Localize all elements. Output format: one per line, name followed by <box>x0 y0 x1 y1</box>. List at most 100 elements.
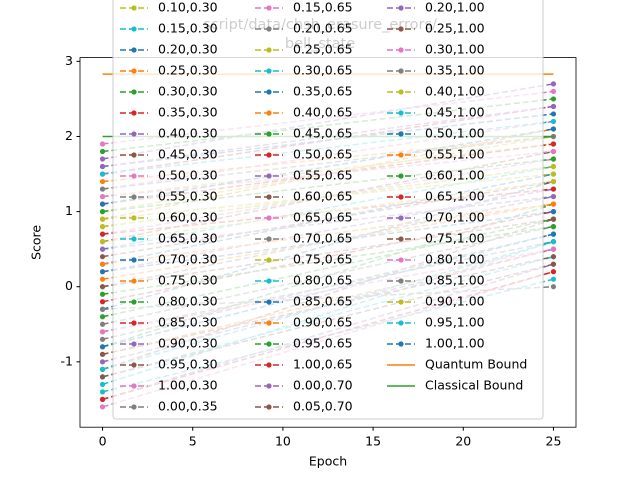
x-tick-label: 0 <box>99 434 107 449</box>
legend-marker <box>398 152 404 158</box>
data-point <box>550 231 557 237</box>
legend-label: 0.25,0.30 <box>158 63 218 78</box>
legend-marker <box>266 89 272 95</box>
legend-label: 0.85,1.00 <box>425 273 485 288</box>
legend-marker <box>398 257 404 263</box>
legend-label: 0.75,0.30 <box>158 273 218 288</box>
legend-label: 0.90,0.65 <box>293 315 353 330</box>
legend-marker <box>266 194 272 200</box>
data-point <box>99 351 106 357</box>
legend-label: 0.60,1.00 <box>425 168 485 183</box>
legend-label: 0.50,1.00 <box>425 126 485 141</box>
legend-label: 0.35,0.65 <box>293 84 353 99</box>
legend-marker <box>398 194 404 200</box>
legend-marker <box>266 383 272 389</box>
legend-label: 0.40,1.00 <box>425 84 485 99</box>
data-point <box>550 216 557 222</box>
legend-marker <box>266 404 272 410</box>
data-point <box>99 306 106 312</box>
legend-label: 0.40,0.65 <box>293 105 353 120</box>
legend-marker <box>398 236 404 242</box>
legend-marker <box>398 131 404 137</box>
legend-marker <box>266 257 272 263</box>
data-point <box>99 141 106 147</box>
legend-marker <box>266 278 272 284</box>
legend-marker <box>131 68 137 74</box>
legend-label: 0.30,1.00 <box>425 42 485 57</box>
data-point <box>99 389 106 395</box>
legend: 0.10,0.30 0.15,0.30 0.20,0.30 0.25,0.30 0.30… <box>112 0 544 420</box>
data-point <box>99 321 106 327</box>
legend-marker <box>131 173 137 179</box>
y-tick-label: -1 <box>61 353 73 368</box>
data-point <box>550 178 557 185</box>
data-point <box>99 193 106 200</box>
legend-label: 0.35,1.00 <box>425 63 485 78</box>
legend-marker <box>131 278 137 284</box>
legend-marker <box>398 5 404 11</box>
legend-marker <box>266 47 272 53</box>
legend-label: 0.00,0.35 <box>158 399 218 414</box>
legend-label: 1.00,1.00 <box>425 336 485 351</box>
data-point <box>99 366 106 372</box>
legend-marker <box>131 5 137 11</box>
data-point <box>99 156 106 162</box>
data-point <box>550 88 557 95</box>
data-point <box>550 246 557 252</box>
legend-label: 0.45,0.65 <box>293 126 353 141</box>
legend-label: 0.00,0.70 <box>293 378 353 393</box>
legend-label: 0.80,0.65 <box>293 273 353 288</box>
legend-marker <box>131 152 137 158</box>
legend-label: 0.95,1.00 <box>425 315 485 330</box>
data-point <box>550 133 557 140</box>
data-point <box>99 239 106 245</box>
x-tick-label: 25 <box>546 434 562 449</box>
legend-label: 0.15,0.30 <box>158 21 218 36</box>
legend-label: 0.45,1.00 <box>425 105 485 120</box>
legend-label: 0.65,0.65 <box>293 210 353 225</box>
legend-label: 0.80,1.00 <box>425 252 485 267</box>
data-point <box>99 276 106 282</box>
legend-marker <box>266 299 272 305</box>
data-point <box>99 171 106 177</box>
legend-marker <box>131 257 137 263</box>
legend-label: 0.50,0.65 <box>293 147 353 162</box>
legend-label: 0.05,0.70 <box>293 399 353 414</box>
legend-marker <box>266 110 272 116</box>
legend-label: 0.10,0.30 <box>158 0 218 15</box>
legend-label: 0.70,0.65 <box>293 231 353 246</box>
legend-marker <box>131 110 137 116</box>
legend-label: 0.45,0.30 <box>158 147 218 162</box>
data-point <box>99 396 106 403</box>
legend-marker <box>266 5 272 11</box>
legend-marker <box>398 89 404 95</box>
data-point <box>99 178 106 185</box>
data-point <box>99 224 106 230</box>
legend-marker <box>266 320 272 326</box>
data-point <box>550 171 557 177</box>
data-point <box>550 96 557 102</box>
data-point <box>99 148 106 155</box>
data-point <box>99 261 106 267</box>
y-tick-label: 2 <box>65 128 73 143</box>
data-point <box>550 141 557 147</box>
legend-label: 0.90,1.00 <box>425 294 485 309</box>
legend-label: 0.75,0.65 <box>293 252 353 267</box>
legend-label: 0.35,0.30 <box>158 105 218 120</box>
legend-label: 0.85,0.30 <box>158 315 218 330</box>
legend-label: 0.70,1.00 <box>425 210 485 225</box>
legend-label: 0.75,1.00 <box>425 231 485 246</box>
legend-label: 1.00,0.30 <box>158 378 218 393</box>
legend-label: 0.60,0.65 <box>293 189 353 204</box>
x-tick-label: 10 <box>275 434 291 449</box>
legend-marker <box>266 362 272 368</box>
legend-label: 0.80,0.30 <box>158 294 218 309</box>
x-axis-label: Epoch <box>309 454 347 469</box>
legend-label: 0.30,0.30 <box>158 84 218 99</box>
legend-label: 0.70,0.30 <box>158 252 218 267</box>
legend-marker <box>398 299 404 305</box>
data-point <box>550 224 557 230</box>
data-point <box>99 381 106 387</box>
legend-label: 0.20,0.65 <box>293 21 353 36</box>
